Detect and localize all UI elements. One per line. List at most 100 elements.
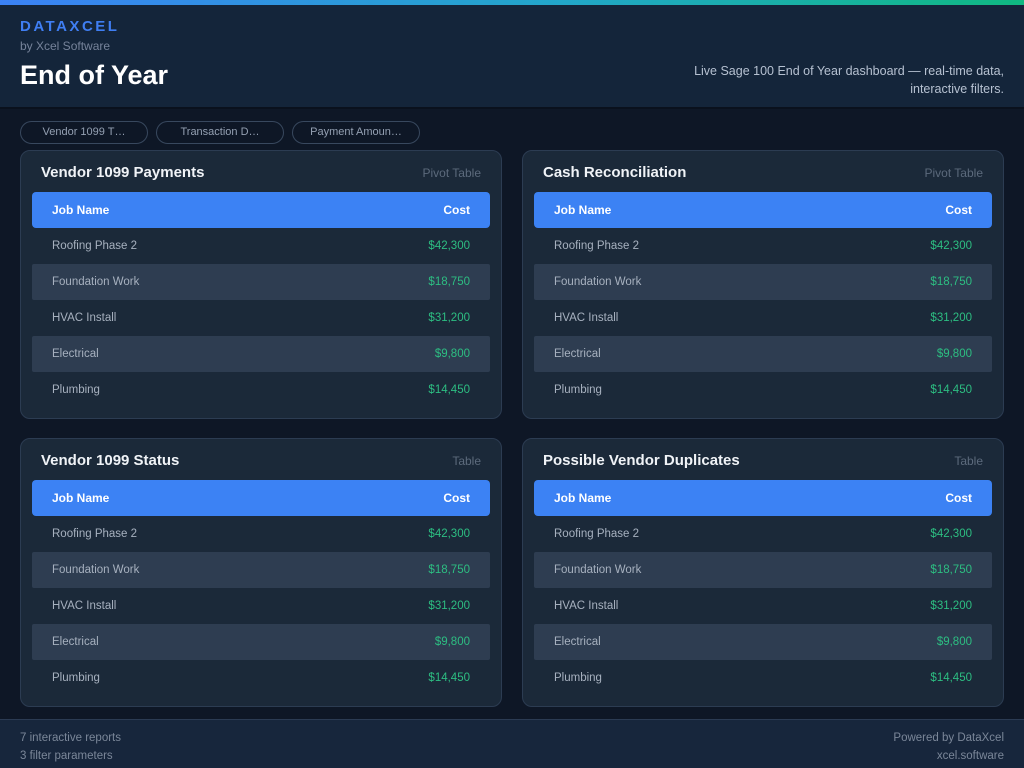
table-row[interactable]: Roofing Phase 2 $42,300 xyxy=(534,516,992,552)
table-row[interactable]: Foundation Work $18,750 xyxy=(534,552,992,588)
table-row[interactable]: HVAC Install $31,200 xyxy=(32,300,490,336)
footer-credits: Powered by DataXcel xcel.software xyxy=(893,729,1004,765)
row-cost-value: $9,800 xyxy=(434,636,470,648)
card-type-badge: Pivot Table xyxy=(924,165,983,180)
row-cost-value: $42,300 xyxy=(428,240,470,252)
column-header-cost[interactable]: Cost xyxy=(443,203,470,217)
table-row[interactable]: HVAC Install $31,200 xyxy=(534,588,992,624)
row-cost-value: $9,800 xyxy=(936,636,972,648)
table-row[interactable]: Electrical $9,800 xyxy=(32,624,490,660)
report-card-possible-vendor-duplicates: Possible Vendor Duplicates Table Job Nam… xyxy=(522,438,1004,707)
report-grid: Vendor 1099 Payments Pivot Table Job Nam… xyxy=(20,150,1004,707)
main-content: Vendor 1099 T… Transaction D… Payment Am… xyxy=(0,109,1024,707)
table-row[interactable]: HVAC Install $31,200 xyxy=(32,588,490,624)
footer-filters-count: 3 filter parameters xyxy=(20,750,113,762)
column-header-cost[interactable]: Cost xyxy=(945,203,972,217)
column-header-job-name[interactable]: Job Name xyxy=(554,203,612,217)
table-header-row[interactable]: Job Name Cost xyxy=(534,192,992,228)
row-cost-value: $31,200 xyxy=(930,600,972,612)
row-job-name: Electrical xyxy=(52,636,99,648)
header-tagline: Live Sage 100 End of Year dashboard — re… xyxy=(694,62,1004,98)
brand-logo: DATAXCEL xyxy=(20,18,120,35)
card-title: Vendor 1099 Payments xyxy=(41,164,205,181)
footer-stats: 7 interactive reports 3 filter parameter… xyxy=(20,729,121,765)
filter-payment-amount[interactable]: Payment Amoun… xyxy=(292,121,420,144)
filter-bar: Vendor 1099 T… Transaction D… Payment Am… xyxy=(20,121,1004,144)
tagline-line-2: interactive filters. xyxy=(910,82,1004,96)
report-card-cash-reconciliation: Cash Reconciliation Pivot Table Job Name… xyxy=(522,150,1004,419)
card-type-badge: Table xyxy=(452,453,481,468)
row-job-name: HVAC Install xyxy=(52,312,117,324)
row-job-name: Foundation Work xyxy=(52,276,140,288)
table-row[interactable]: Plumbing $14,450 xyxy=(534,372,992,408)
card-header: Possible Vendor Duplicates Table xyxy=(534,448,992,469)
row-cost-value: $42,300 xyxy=(930,240,972,252)
table-row[interactable]: Electrical $9,800 xyxy=(32,336,490,372)
row-cost-value: $9,800 xyxy=(936,348,972,360)
column-header-job-name[interactable]: Job Name xyxy=(52,491,110,505)
report-card-vendor-1099-payments: Vendor 1099 Payments Pivot Table Job Nam… xyxy=(20,150,502,419)
card-header: Cash Reconciliation Pivot Table xyxy=(534,160,992,181)
row-cost-value: $31,200 xyxy=(428,312,470,324)
row-job-name: Roofing Phase 2 xyxy=(554,528,640,540)
top-accent-strip xyxy=(0,0,1024,5)
table-row[interactable]: Roofing Phase 2 $42,300 xyxy=(32,228,490,264)
table-row[interactable]: Electrical $9,800 xyxy=(534,624,992,660)
card-title: Possible Vendor Duplicates xyxy=(543,452,740,469)
filter-transaction-date[interactable]: Transaction D… xyxy=(156,121,284,144)
row-cost-value: $14,450 xyxy=(930,672,972,684)
footer-reports-count: 7 interactive reports xyxy=(20,732,121,744)
card-header: Vendor 1099 Payments Pivot Table xyxy=(32,160,490,181)
table-row[interactable]: Plumbing $14,450 xyxy=(32,660,490,696)
table-row[interactable]: Roofing Phase 2 $42,300 xyxy=(32,516,490,552)
row-job-name: Roofing Phase 2 xyxy=(554,240,640,252)
table-header-row[interactable]: Job Name Cost xyxy=(32,192,490,228)
card-title: Vendor 1099 Status xyxy=(41,452,180,469)
table-row[interactable]: Foundation Work $18,750 xyxy=(32,552,490,588)
card-type-badge: Table xyxy=(954,453,983,468)
row-cost-value: $18,750 xyxy=(428,276,470,288)
row-job-name: HVAC Install xyxy=(554,312,619,324)
table-row[interactable]: Foundation Work $18,750 xyxy=(534,264,992,300)
table-row[interactable]: Plumbing $14,450 xyxy=(32,372,490,408)
table-row[interactable]: Electrical $9,800 xyxy=(534,336,992,372)
row-job-name: Roofing Phase 2 xyxy=(52,240,138,252)
card-title: Cash Reconciliation xyxy=(543,164,687,181)
row-cost-value: $31,200 xyxy=(428,600,470,612)
row-job-name: Foundation Work xyxy=(554,276,642,288)
report-card-vendor-1099-status: Vendor 1099 Status Table Job Name Cost R… xyxy=(20,438,502,707)
column-header-cost[interactable]: Cost xyxy=(945,491,972,505)
row-cost-value: $31,200 xyxy=(930,312,972,324)
row-job-name: Electrical xyxy=(554,348,601,360)
row-cost-value: $18,750 xyxy=(930,564,972,576)
header: DATAXCEL by Xcel Software End of Year Li… xyxy=(0,5,1024,109)
table-header-row[interactable]: Job Name Cost xyxy=(32,480,490,516)
row-job-name: Foundation Work xyxy=(554,564,642,576)
row-cost-value: $14,450 xyxy=(428,384,470,396)
column-header-cost[interactable]: Cost xyxy=(443,491,470,505)
footer-site-link: xcel.software xyxy=(936,750,1004,762)
row-job-name: Electrical xyxy=(52,348,99,360)
column-header-job-name[interactable]: Job Name xyxy=(52,203,110,217)
footer-powered-by: Powered by DataXcel xyxy=(893,732,1004,744)
row-cost-value: $42,300 xyxy=(930,528,972,540)
table-header-row[interactable]: Job Name Cost xyxy=(534,480,992,516)
card-type-badge: Pivot Table xyxy=(422,165,481,180)
row-job-name: Plumbing xyxy=(554,384,602,396)
row-job-name: Electrical xyxy=(554,636,601,648)
table-row[interactable]: Roofing Phase 2 $42,300 xyxy=(534,228,992,264)
filter-vendor-1099-type[interactable]: Vendor 1099 T… xyxy=(20,121,148,144)
row-job-name: HVAC Install xyxy=(52,600,117,612)
table-row[interactable]: HVAC Install $31,200 xyxy=(534,300,992,336)
page-title: End of Year xyxy=(20,60,169,90)
table-row[interactable]: Foundation Work $18,750 xyxy=(32,264,490,300)
row-job-name: Foundation Work xyxy=(52,564,140,576)
row-job-name: HVAC Install xyxy=(554,600,619,612)
card-header: Vendor 1099 Status Table xyxy=(32,448,490,469)
row-cost-value: $9,800 xyxy=(434,348,470,360)
footer: 7 interactive reports 3 filter parameter… xyxy=(0,719,1024,768)
row-cost-value: $14,450 xyxy=(428,672,470,684)
table-row[interactable]: Plumbing $14,450 xyxy=(534,660,992,696)
column-header-job-name[interactable]: Job Name xyxy=(554,491,612,505)
row-job-name: Plumbing xyxy=(52,384,100,396)
